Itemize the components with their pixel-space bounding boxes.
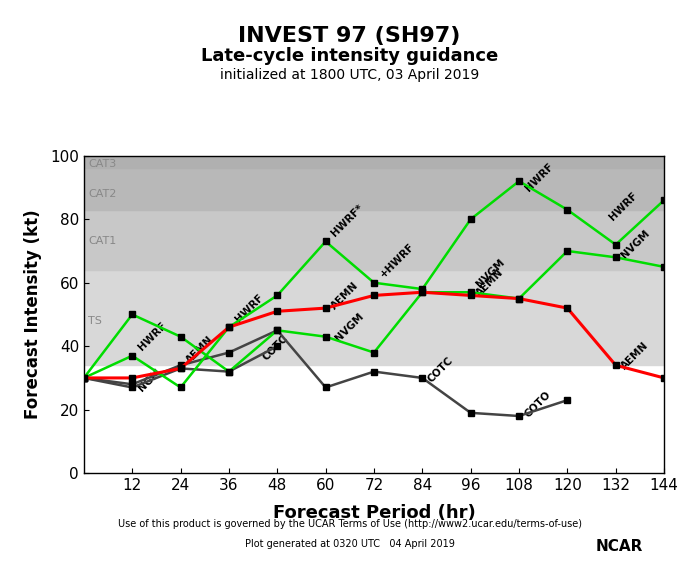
Text: HWRF*: HWRF* bbox=[330, 203, 366, 238]
Text: NGM: NGM bbox=[136, 367, 163, 394]
Text: Late-cycle intensity guidance: Late-cycle intensity guidance bbox=[201, 47, 498, 65]
Text: HWRF: HWRF bbox=[233, 292, 265, 324]
Bar bbox=[84, 156, 664, 168]
Text: COTC: COTC bbox=[426, 355, 456, 384]
X-axis label: Forecast Period (hr): Forecast Period (hr) bbox=[273, 504, 475, 522]
Text: NCAR: NCAR bbox=[596, 539, 643, 554]
Text: HWRF: HWRF bbox=[523, 162, 555, 194]
Text: AEMN: AEMN bbox=[330, 280, 361, 312]
Bar bbox=[84, 210, 664, 270]
Bar bbox=[84, 168, 664, 210]
Text: CAT2: CAT2 bbox=[88, 189, 116, 199]
Text: AEMN: AEMN bbox=[620, 340, 651, 372]
Text: CAT3: CAT3 bbox=[88, 159, 116, 168]
Text: NVGM: NVGM bbox=[475, 257, 507, 289]
Text: Plot generated at 0320 UTC   04 April 2019: Plot generated at 0320 UTC 04 April 2019 bbox=[245, 539, 454, 549]
Text: HWRF: HWRF bbox=[136, 320, 168, 353]
Text: NVGM: NVGM bbox=[620, 228, 652, 261]
Text: Use of this product is governed by the UCAR Terms of Use (http://www2.ucar.edu/t: Use of this product is governed by the U… bbox=[117, 519, 582, 529]
Text: AEMN: AEMN bbox=[185, 334, 216, 365]
Text: AEMN: AEMN bbox=[475, 267, 506, 299]
Text: +HWRF: +HWRF bbox=[378, 241, 417, 280]
Text: CAT1: CAT1 bbox=[88, 237, 116, 246]
Text: initialized at 1800 UTC, 03 April 2019: initialized at 1800 UTC, 03 April 2019 bbox=[220, 68, 479, 82]
Text: NVGM: NVGM bbox=[333, 311, 366, 343]
Text: COTC: COTC bbox=[261, 333, 290, 362]
Text: TS: TS bbox=[88, 316, 102, 326]
Text: COTO: COTO bbox=[523, 389, 553, 419]
Bar bbox=[84, 270, 664, 365]
Text: HWRF: HWRF bbox=[607, 190, 640, 223]
Text: INVEST 97 (SH97): INVEST 97 (SH97) bbox=[238, 26, 461, 46]
Y-axis label: Forecast Intensity (kt): Forecast Intensity (kt) bbox=[24, 209, 42, 419]
